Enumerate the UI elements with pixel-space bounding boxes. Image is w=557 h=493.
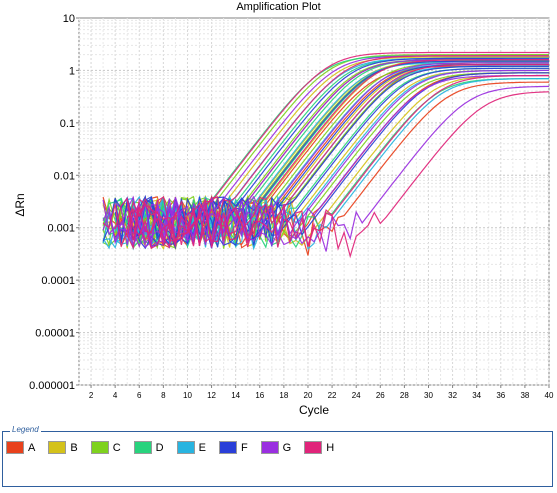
legend-swatch: [304, 441, 323, 454]
legend-label: G: [282, 441, 292, 454]
y-tick-label: 0.0001: [41, 275, 75, 287]
legend-items: A B C D E F G H: [6, 441, 347, 454]
amplification-curve: [126, 59, 549, 243]
x-tick-label: 30: [424, 391, 433, 400]
y-tick-label: 1: [69, 65, 75, 77]
x-tick-label: 14: [231, 391, 240, 400]
amplification-curve: [114, 63, 549, 249]
legend-item-a[interactable]: A: [6, 441, 35, 454]
legend-label: D: [155, 441, 164, 454]
legend-item-c[interactable]: C: [90, 441, 121, 454]
x-tick-label: 34: [472, 391, 481, 400]
amplification-curve: [114, 69, 549, 245]
y-tick-label: 0.000001: [29, 380, 75, 392]
x-axis-ticks: 2 4 6 8 10 12 14 16 18 20 22 24 26 28 30 32 34 36 38 40: [89, 385, 554, 400]
x-tick-label: 22: [328, 391, 337, 400]
legend-item-e[interactable]: E: [176, 441, 206, 454]
y-axis-ticks: 10 1 0.1 0.01 0.001 0.0001 0.00001 0.000001: [29, 13, 79, 392]
legend-label: E: [198, 441, 206, 454]
x-tick-label: 12: [207, 391, 216, 400]
legend-label: C: [112, 441, 121, 454]
amplification-curve: [126, 75, 549, 247]
x-tick-label: 28: [400, 391, 409, 400]
chart-title: Amplification Plot: [236, 1, 321, 13]
x-tick-label: 36: [496, 391, 505, 400]
x-tick-label: 2: [89, 391, 94, 400]
legend-item-g[interactable]: G: [260, 441, 292, 454]
legend-label: F: [240, 441, 248, 454]
legend-label: B: [70, 441, 78, 454]
x-tick-label: 32: [448, 391, 457, 400]
legend-swatch: [90, 441, 109, 454]
x-tick-label: 40: [545, 391, 554, 400]
x-tick-label: 18: [279, 391, 288, 400]
x-tick-label: 38: [520, 391, 529, 400]
legend-label: A: [28, 441, 36, 454]
legend-swatch: [218, 441, 237, 454]
series-layer: [102, 51, 549, 259]
legend-label: H: [326, 441, 335, 454]
legend-item-b[interactable]: B: [48, 441, 78, 454]
amplification-curve: [114, 67, 549, 250]
legend-item-f[interactable]: F: [218, 441, 248, 454]
amplification-curve: [126, 85, 549, 252]
legend-title: Legend: [10, 425, 41, 434]
amplification-plot: 2 4 6 8 10 12 14 16 18 20 22 24 26 28 30 32 34 36 38 40 101…: [13, 13, 554, 417]
y-tick-label: 10: [63, 13, 75, 25]
legend-item-d[interactable]: D: [133, 441, 164, 454]
y-tick-label: 0.1: [60, 118, 75, 130]
legend-swatch: [48, 441, 67, 454]
amplification-curve: [114, 72, 549, 249]
x-tick-label: 16: [255, 391, 264, 400]
x-tick-label: 6: [137, 391, 142, 400]
y-tick-label: 0.00001: [35, 328, 75, 340]
x-tick-label: 26: [376, 391, 385, 400]
y-tick-label: 0.001: [47, 223, 75, 235]
x-tick-label: 4: [113, 391, 118, 400]
y-axis-label: ΔRn: [13, 193, 27, 216]
legend: Legend A B C D E F G H: [2, 425, 553, 487]
legend-swatch: [133, 441, 152, 454]
legend-swatch: [176, 441, 195, 454]
legend-item-h[interactable]: H: [304, 441, 334, 454]
legend-swatch: [260, 441, 279, 454]
y-tick-label: 0.01: [54, 170, 75, 182]
series-H: [102, 51, 549, 259]
x-axis-label: Cycle: [299, 403, 329, 417]
amplification-curve: [126, 91, 549, 259]
legend-swatch: [6, 441, 24, 454]
x-tick-label: 8: [161, 391, 166, 400]
x-tick-label: 10: [183, 391, 192, 400]
x-tick-label: 24: [352, 391, 361, 400]
x-tick-label: 20: [304, 391, 313, 400]
